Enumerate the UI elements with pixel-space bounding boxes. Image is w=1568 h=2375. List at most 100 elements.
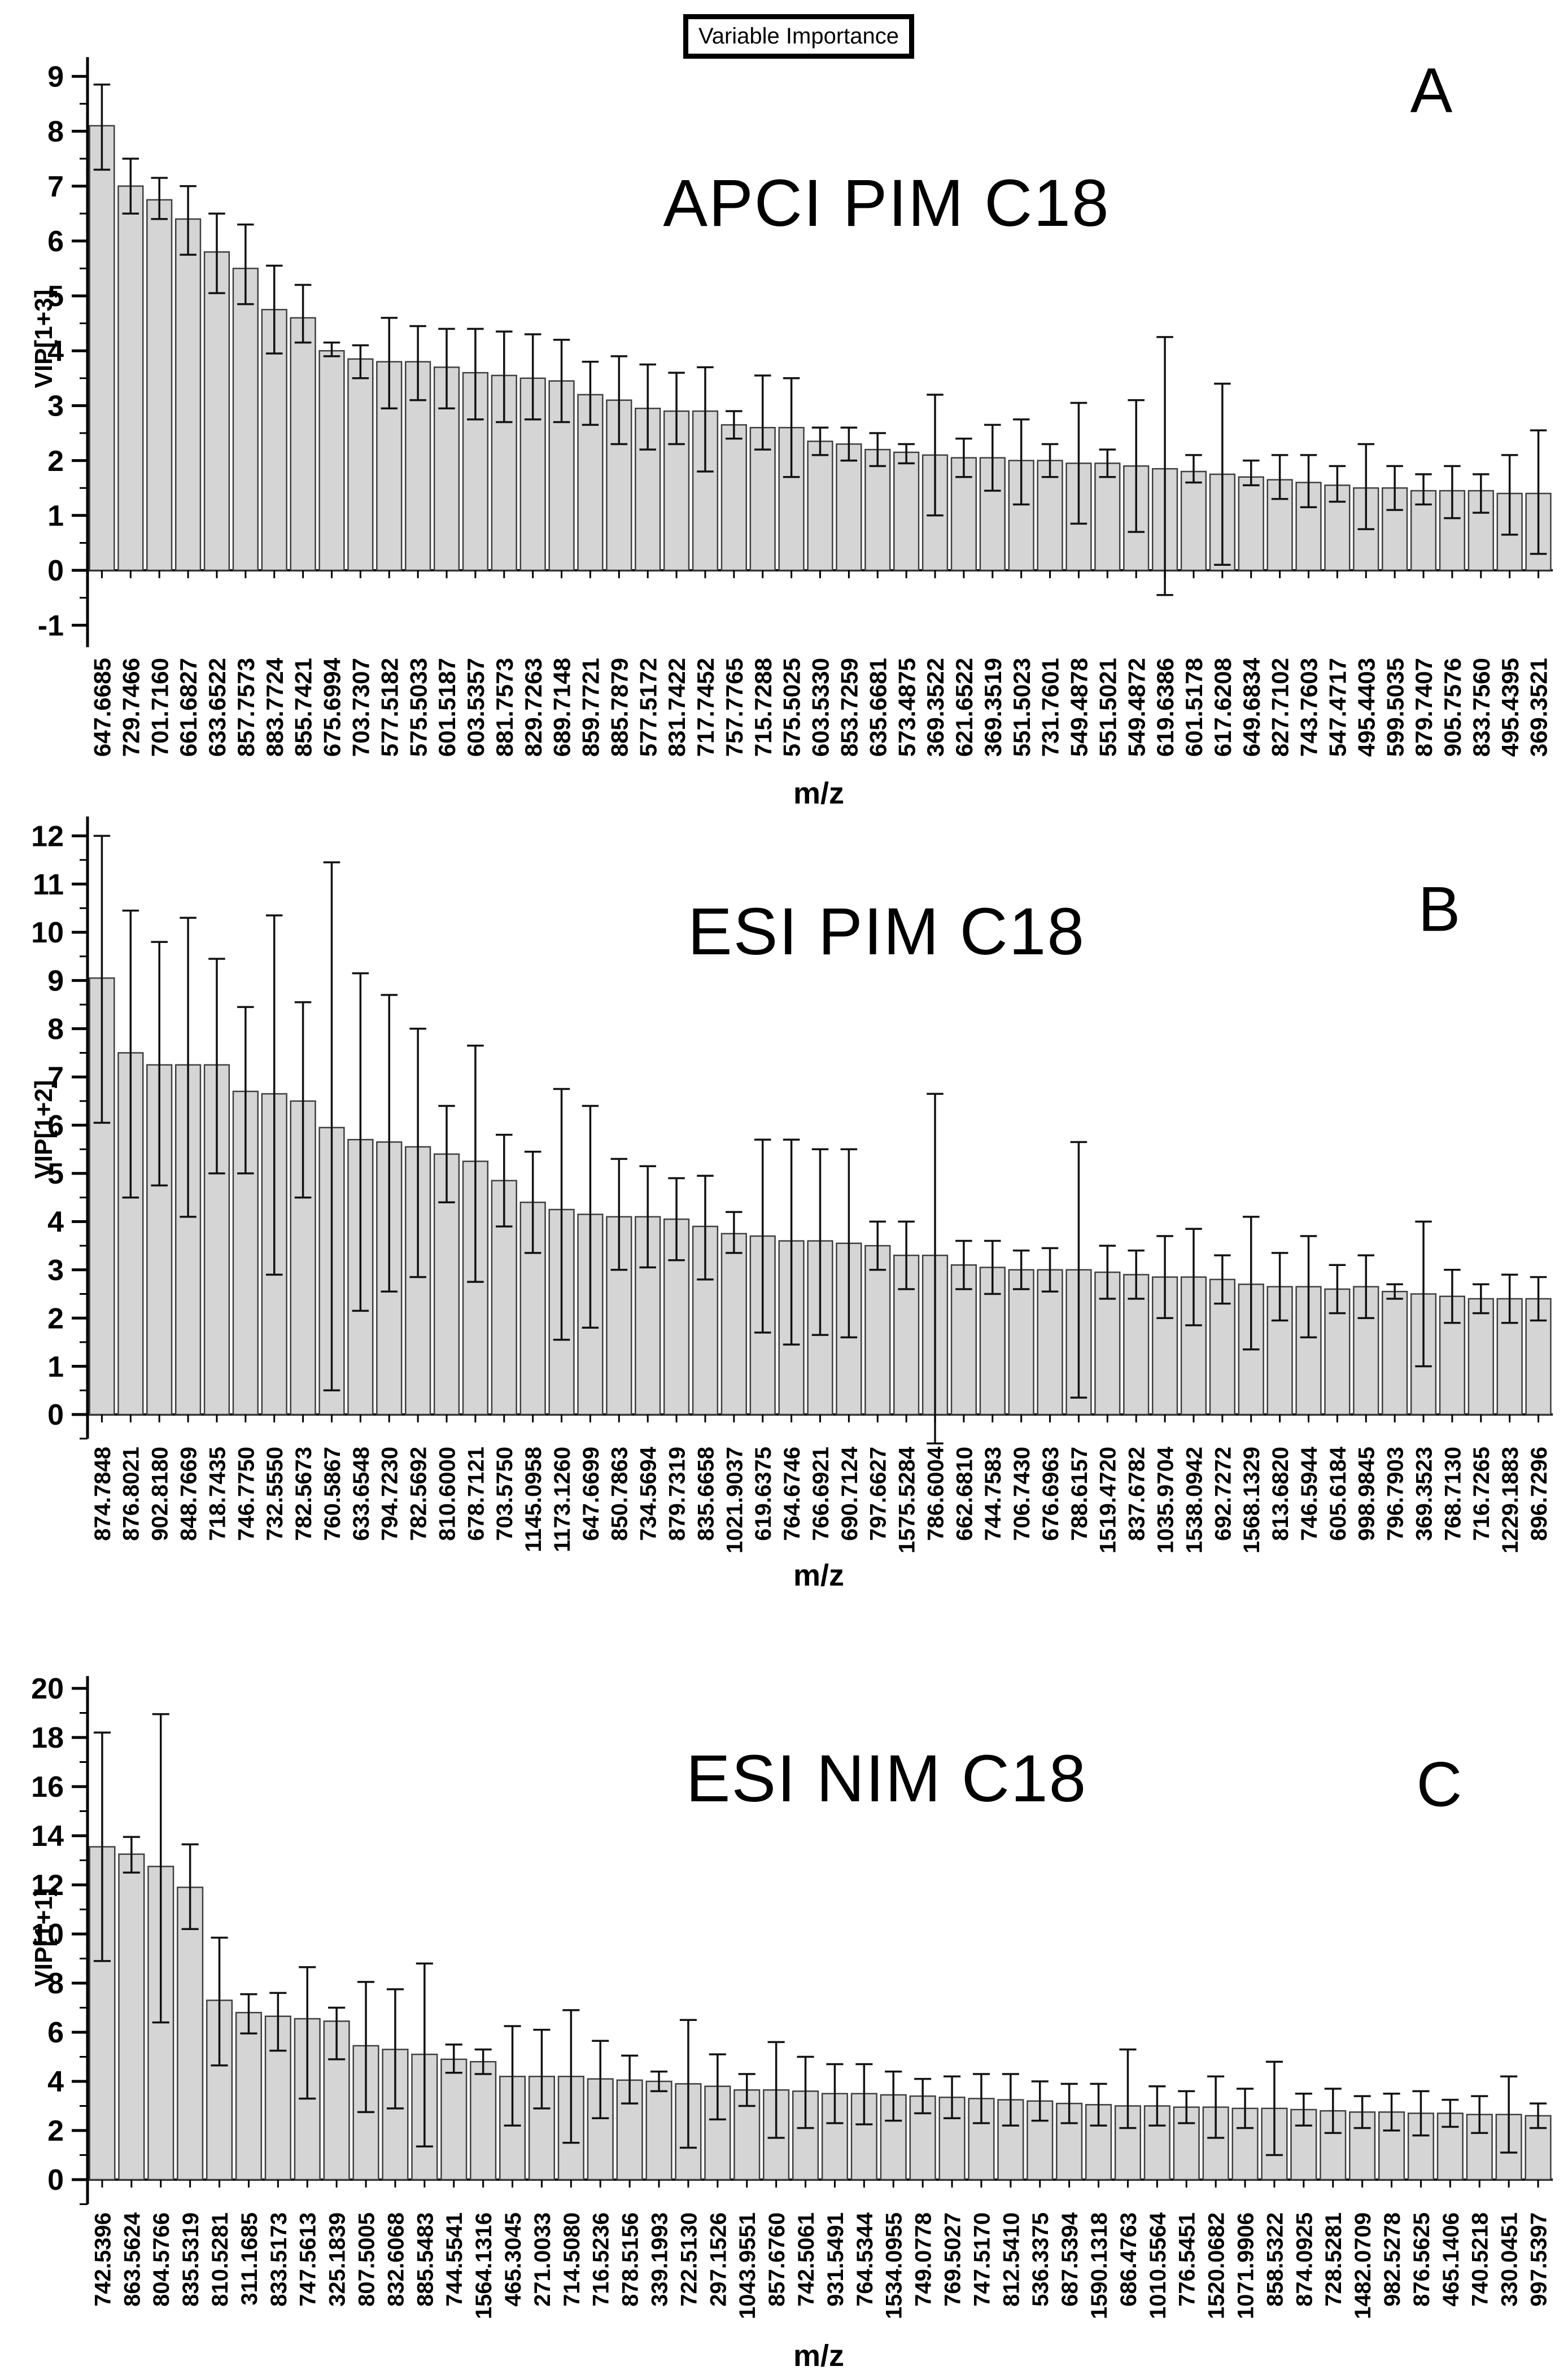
x-category-label: 810.6000 [435, 1447, 460, 1541]
x-category-label: 734.5694 [636, 1446, 661, 1541]
x-category-label: 831.7422 [663, 658, 690, 757]
x-category-label: 575.5033 [405, 658, 431, 757]
x-category-label: 848.7669 [176, 1447, 201, 1541]
bar [645, 2080, 672, 2181]
x-category-label: 722.5130 [676, 2212, 701, 2307]
x-category-label: 703.7307 [348, 658, 374, 757]
figure-title-box: Variable Importance [683, 14, 914, 59]
x-category-label: 766.6921 [809, 1447, 833, 1541]
bar [836, 443, 862, 571]
y-tick-label: 9 [47, 60, 64, 93]
bar [1238, 476, 1264, 571]
bar [470, 2060, 497, 2181]
x-category-label: 465.1406 [1439, 2212, 1464, 2307]
x-category-label: 1145.0958 [521, 1447, 546, 1552]
bar [1008, 1269, 1034, 1416]
x-category-label: 703.5750 [492, 1447, 517, 1541]
x-category-label: 1010.5564 [1146, 2212, 1170, 2319]
chart-a-title: APCI PIM C18 [663, 166, 1110, 241]
y-tick-label: 0 [47, 555, 64, 587]
x-category-label: 1538.0942 [1182, 1447, 1207, 1553]
x-category-label: 549.4872 [1123, 658, 1150, 757]
y-tick-label: 4 [47, 1206, 64, 1239]
y-tick-label: 18 [31, 1722, 64, 1754]
x-category-label: 768.7130 [1440, 1447, 1465, 1541]
x-category-label: 776.5451 [1175, 2212, 1200, 2307]
x-category-label: 744.5541 [442, 2212, 467, 2307]
x-category-label: 701.7160 [146, 658, 173, 757]
x-category-label: 551.5023 [1008, 658, 1035, 757]
x-category-label: 788.6157 [1067, 1447, 1092, 1541]
x-category-label: 746.7750 [234, 1447, 259, 1541]
x-category-label: 647.6685 [89, 658, 116, 757]
x-category-label: 1229.1883 [1498, 1447, 1523, 1553]
x-category-label: 716.7265 [1469, 1447, 1494, 1541]
x-category-label: 757.7765 [721, 658, 748, 757]
y-tick-label: 4 [47, 2066, 64, 2098]
chart-c-plot: 0 2 4 6 8 10 12 14 16 18 20 742.5396 863.5624 804.576… [31, 1673, 1553, 2319]
bar [177, 1887, 204, 2181]
x-category-label: 1173.1260 [550, 1447, 575, 1552]
x-category-label: 807.5005 [354, 2212, 379, 2307]
x-category-label: 829.7263 [520, 658, 547, 757]
x-category-label: 635.6681 [864, 658, 891, 757]
x-category-label: 878.5156 [618, 2212, 643, 2307]
x-category-label: 931.5491 [823, 2212, 848, 2307]
chart-a-x-axis-label: m/z [793, 776, 845, 810]
x-category-label: 1568.1329 [1239, 1447, 1264, 1553]
x-category-label: 850.7863 [608, 1447, 632, 1541]
y-tick-label: 9 [47, 965, 64, 998]
chart-b-y-axis-label: VIP[1+2] [30, 1080, 58, 1179]
bar [1382, 1290, 1408, 1416]
x-category-label: 325.1839 [325, 2212, 350, 2307]
x-category-label: 536.3375 [1028, 2212, 1053, 2307]
bar [720, 424, 747, 571]
x-category-label: 495.4395 [1497, 658, 1523, 757]
x-category-label: 1035.9704 [1153, 1446, 1178, 1553]
x-category-label: 833.5173 [267, 2212, 291, 2307]
x-category-label: 549.4878 [1066, 658, 1093, 757]
x-category-label: 1590.1318 [1087, 2212, 1112, 2319]
x-category-label: 714.5080 [560, 2212, 584, 2307]
x-category-label: 833.7560 [1468, 658, 1495, 757]
bar [318, 350, 345, 571]
x-category-label: 794.7230 [378, 1447, 403, 1541]
x-category-label: 827.7102 [1267, 658, 1294, 757]
x-category-label: 997.5397 [1526, 2212, 1551, 2307]
y-tick-label: 0 [47, 1399, 64, 1431]
bar [89, 125, 115, 571]
bar [720, 1233, 747, 1416]
y-tick-label: 6 [47, 225, 64, 258]
x-category-label: 837.6782 [1125, 1447, 1150, 1541]
y-tick-label: 12 [31, 820, 64, 853]
x-category-label: 835.5319 [178, 2212, 203, 2307]
chart-c-y-axis-label: VIP[1+1] [30, 1888, 58, 1987]
x-category-label: 495.4403 [1353, 658, 1379, 757]
x-category-label: 715.7288 [750, 658, 776, 757]
x-category-label: 599.5035 [1382, 658, 1408, 757]
panel-letter-c: C [1416, 1749, 1462, 1820]
x-category-label: 729.7466 [117, 658, 144, 757]
x-category-label: 874.0925 [1292, 2212, 1317, 2307]
x-category-label: 902.8180 [148, 1447, 173, 1541]
x-category-label: 813.6820 [1268, 1447, 1293, 1541]
y-tick-label: 8 [47, 1013, 64, 1046]
x-category-label: 731.7601 [1037, 658, 1064, 757]
x-category-label: 853.7259 [836, 658, 863, 757]
y-tick-label: 0 [47, 2164, 64, 2197]
x-category-label: 603.5357 [462, 658, 489, 757]
x-category-label: 742.5396 [90, 2212, 115, 2307]
bar [235, 2011, 263, 2181]
y-tick-label: 5 [47, 1158, 64, 1190]
x-category-label: 879.7407 [1410, 658, 1437, 757]
x-category-label: 835.6658 [693, 1447, 718, 1541]
x-category-label: 601.5187 [434, 658, 460, 757]
y-tick-label: 2 [47, 445, 64, 478]
x-category-label: 863.5624 [120, 2212, 145, 2307]
x-category-label: 749.0778 [911, 2212, 936, 2307]
bar [290, 317, 316, 571]
x-category-label: 905.7576 [1439, 658, 1466, 757]
x-category-label: 764.5344 [853, 2212, 877, 2307]
x-category-label: 692.7272 [1211, 1447, 1235, 1541]
x-category-label: 619.6375 [751, 1447, 776, 1541]
